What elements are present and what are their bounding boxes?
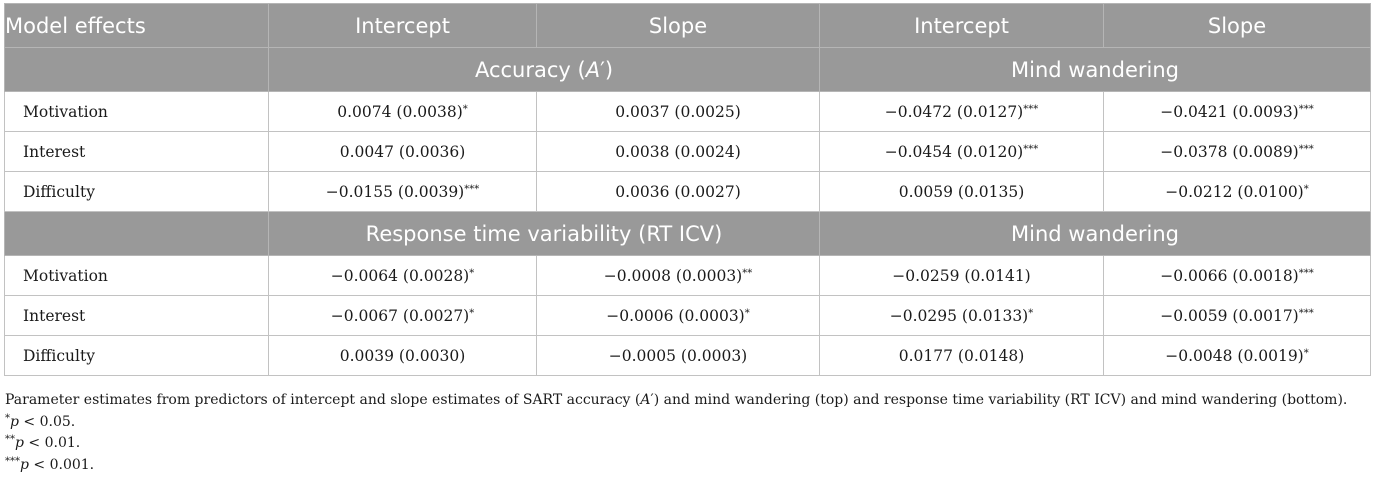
- row-label: Motivation: [4, 255, 269, 296]
- section2-group-row: Response time variability (RT ICV) Mind …: [4, 211, 1371, 256]
- table-cell: 0.0036 (0.0027): [536, 171, 820, 212]
- table-row: Motivation −0.0064 (0.0028)* −0.0008 (0.…: [4, 255, 1371, 296]
- table-row: Motivation 0.0074 (0.0038)* 0.0037 (0.00…: [4, 91, 1371, 132]
- footnote-p001: ***p < 0.001.: [5, 455, 95, 473]
- rt-variability-group-header: Response time variability (RT ICV): [268, 211, 820, 256]
- table-cell: −0.0067 (0.0027)*: [268, 295, 537, 336]
- table-cell: −0.0066 (0.0018)***: [1103, 255, 1371, 296]
- table-cell: −0.0006 (0.0003)*: [536, 295, 820, 336]
- accuracy-group-header: Accuracy (A′): [268, 47, 820, 92]
- section1-group-row: Accuracy (A′) Mind wandering: [4, 47, 1371, 92]
- table-cell: −0.0378 (0.0089)***: [1103, 131, 1371, 172]
- intercept-header-1: Intercept: [268, 3, 537, 48]
- row-label: Difficulty: [4, 171, 269, 212]
- table-cell: 0.0047 (0.0036): [268, 131, 537, 172]
- table-cell: −0.0472 (0.0127)***: [819, 91, 1104, 132]
- table-cell: −0.0048 (0.0019)*: [1103, 335, 1371, 376]
- table-cell: −0.0259 (0.0141): [819, 255, 1104, 296]
- table-cell: −0.0059 (0.0017)***: [1103, 295, 1371, 336]
- model-effects-header: Model effects: [4, 3, 269, 48]
- slope-header-2: Slope: [1103, 3, 1371, 48]
- empty-header-cell: [4, 211, 269, 256]
- table-cell: −0.0005 (0.0003): [536, 335, 820, 376]
- mind-wandering-group-header-2: Mind wandering: [819, 211, 1371, 256]
- table-cell: 0.0039 (0.0030): [268, 335, 537, 376]
- table-row: Difficulty −0.0155 (0.0039)*** 0.0036 (0…: [4, 171, 1371, 212]
- table-cell: 0.0037 (0.0025): [536, 91, 820, 132]
- table-cell: −0.0421 (0.0093)***: [1103, 91, 1371, 132]
- row-label: Motivation: [4, 91, 269, 132]
- table-cell: 0.0059 (0.0135): [819, 171, 1104, 212]
- mind-wandering-group-header-1: Mind wandering: [819, 47, 1371, 92]
- table-row: Interest 0.0047 (0.0036) 0.0038 (0.0024)…: [4, 131, 1371, 172]
- empty-header-cell: [4, 47, 269, 92]
- table-cell: 0.0038 (0.0024): [536, 131, 820, 172]
- header-row: Model effects Intercept Slope Intercept …: [4, 3, 1371, 48]
- slope-header-1: Slope: [536, 3, 820, 48]
- table-cell: −0.0295 (0.0133)*: [819, 295, 1104, 336]
- table-cell: −0.0008 (0.0003)**: [536, 255, 820, 296]
- table-caption: Parameter estimates from predictors of i…: [5, 392, 1348, 408]
- footnote-p01: **p < 0.01.: [5, 434, 81, 452]
- intercept-header-2: Intercept: [819, 3, 1104, 48]
- table-cell: −0.0155 (0.0039)***: [268, 171, 537, 212]
- table-cell: −0.0454 (0.0120)***: [819, 131, 1104, 172]
- results-table: Model effects Intercept Slope Intercept …: [4, 3, 1371, 376]
- table-cell: −0.0212 (0.0100)*: [1103, 171, 1371, 212]
- table-notes: Parameter estimates from predictors of i…: [5, 390, 1347, 476]
- row-label: Interest: [4, 131, 269, 172]
- table-row: Interest −0.0067 (0.0027)* −0.0006 (0.00…: [4, 295, 1371, 336]
- footnote-p05: *p < 0.05.: [5, 412, 76, 430]
- row-label: Difficulty: [4, 335, 269, 376]
- table-cell: −0.0064 (0.0028)*: [268, 255, 537, 296]
- row-label: Interest: [4, 295, 269, 336]
- table-row: Difficulty 0.0039 (0.0030) −0.0005 (0.00…: [4, 335, 1371, 376]
- table-cell: 0.0177 (0.0148): [819, 335, 1104, 376]
- table-cell: 0.0074 (0.0038)*: [268, 91, 537, 132]
